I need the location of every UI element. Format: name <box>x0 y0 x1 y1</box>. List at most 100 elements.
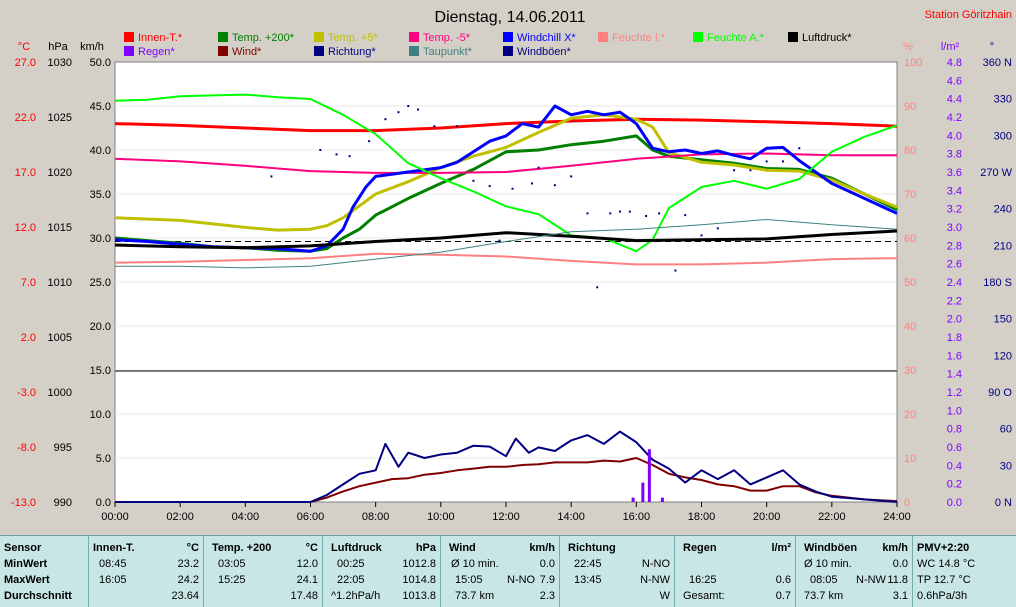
stats-head-label: Sensor <box>4 542 42 554</box>
richtung-point <box>417 108 420 111</box>
temp-tick-label: 2.0 <box>21 332 36 344</box>
press-tick-label: 1020 <box>48 167 72 179</box>
rain-tick-label: 1.8 <box>947 332 962 344</box>
press-tick-label: 1025 <box>48 112 72 124</box>
legend: Innen-T.* Temp. +200* Temp. +5* Temp. -5* Wi… <box>124 32 852 58</box>
boeen-min-val: 0.0 <box>892 558 908 570</box>
legend-label: Temp. +200* <box>232 32 295 44</box>
pmv-title: PMV+2:20 <box>917 542 970 554</box>
rain-tick-label: 3.2 <box>947 204 962 216</box>
legend-swatch <box>598 32 608 42</box>
dir-tick-label: 210 <box>994 240 1012 252</box>
hum-tick-label: 40 <box>904 321 916 333</box>
richtung-point <box>368 140 371 143</box>
wind-min-time: Ø 10 min. <box>451 558 499 570</box>
richtung-point <box>270 175 273 178</box>
richtung-point <box>586 212 589 215</box>
dir-tick-label: 360 N <box>983 57 1012 69</box>
wind-tick-label: 10.0 <box>90 409 111 421</box>
richtung-point <box>628 210 631 213</box>
hum-tick-label: 10 <box>904 453 916 465</box>
axis-unit-rain: l/m² <box>941 41 960 53</box>
press-tick-label: 1030 <box>48 57 72 69</box>
richtung-point <box>733 169 736 172</box>
series-line <box>115 457 898 503</box>
wind-tick-label: 35.0 <box>90 189 111 201</box>
innen-avg: 23.64 <box>171 590 199 602</box>
richtung-point <box>781 160 784 163</box>
series-layer <box>114 93 898 503</box>
hum-tick-label: 90 <box>904 101 916 113</box>
richtung-point <box>684 214 687 217</box>
wind-tick-label: 40.0 <box>90 145 111 157</box>
rain-tick-label: 3.0 <box>947 222 962 234</box>
dir-tick-label: 60 <box>1000 424 1012 436</box>
wind-distance: 73.7 km <box>455 590 495 602</box>
innen-max-val: 24.2 <box>177 574 199 586</box>
druck-min-time: 00:25 <box>337 558 365 570</box>
stats-min-label: MinWert <box>4 558 48 570</box>
press-tick-label: 1005 <box>48 332 72 344</box>
series-line <box>115 219 898 269</box>
legend-swatch <box>788 32 798 42</box>
legend-swatch <box>218 32 228 42</box>
rain-tick-label: 3.8 <box>947 149 962 161</box>
rain-tick-label: 0.0 <box>947 497 962 509</box>
series-line <box>114 252 898 266</box>
stats-max-label: MaxWert <box>4 574 50 586</box>
x-tick-label: 04:00 <box>232 511 260 523</box>
temp200-max-val: 24.1 <box>296 574 318 586</box>
temp200-avg: 17.48 <box>290 590 318 602</box>
rain-tick-label: 4.0 <box>947 130 962 142</box>
rain-tick-label: 0.2 <box>947 479 962 491</box>
boeen-title: Windböen <box>804 542 858 554</box>
regen-max-time: 16:25 <box>689 574 717 586</box>
series-line <box>115 430 898 503</box>
richtung-point <box>596 286 599 289</box>
wind-unit: km/h <box>529 542 555 554</box>
hum-tick-label: 20 <box>904 409 916 421</box>
regen-total: 0.7 <box>775 590 791 602</box>
temp200-unit: °C <box>305 542 318 554</box>
richtung-point <box>645 215 648 217</box>
rain-tick-label: 2.2 <box>947 295 962 307</box>
druck-min-val: 1012.8 <box>402 558 436 570</box>
x-tick-label: 14:00 <box>557 511 585 523</box>
richtung-point <box>570 175 573 178</box>
dir-tick-label: 180 S <box>983 277 1012 289</box>
regen-max-val: 0.6 <box>775 574 791 586</box>
x-tick-label: 20:00 <box>753 511 781 523</box>
temp-tick-label: -13.0 <box>11 497 36 509</box>
richtung-point <box>716 227 719 230</box>
rain-tick-label: 2.8 <box>947 240 962 252</box>
rain-bar <box>631 497 635 502</box>
rain-tick-label: 0.6 <box>947 442 962 454</box>
legend-label: Feuchte A.* <box>707 32 765 44</box>
richtung-point <box>488 185 491 188</box>
wind-tick-label: 5.0 <box>96 453 111 465</box>
x-tick-label: 22:00 <box>818 511 846 523</box>
station-name: Station Göritzhain <box>925 9 1012 21</box>
axis-unit-wind: km/h <box>80 41 104 53</box>
boeen-max-dir: N-NW <box>856 574 886 586</box>
richtung-max-val: N-NW <box>640 574 670 586</box>
dir-tick-label: 300 <box>994 130 1012 142</box>
rain-tick-label: 4.6 <box>947 75 962 87</box>
dir-tick-label: 270 W <box>980 167 1012 179</box>
richtung-point <box>537 166 540 169</box>
dir-tick-label: 150 <box>994 314 1012 326</box>
temp200-title: Temp. +200 <box>212 542 272 554</box>
legend-swatch <box>124 46 134 56</box>
dir-tick-label: 240 <box>994 204 1012 216</box>
richtung-title: Richtung <box>568 542 616 554</box>
x-tick-label: 00:00 <box>101 511 129 523</box>
boeen-avg: 3.1 <box>892 590 908 602</box>
rain-tick-label: 2.4 <box>947 277 962 289</box>
rain-tick-label: 0.4 <box>947 460 962 472</box>
stats-avg-label: Durchschnitt <box>4 590 72 602</box>
dir-tick-label: 330 <box>994 94 1012 106</box>
wind-max-val: 7.9 <box>539 574 555 586</box>
innen-title: Innen-T. <box>93 542 135 554</box>
temp-tick-label: 17.0 <box>15 167 36 179</box>
stats-panel: Sensor MinWert MaxWert Durchschnitt Inne… <box>0 535 1016 607</box>
